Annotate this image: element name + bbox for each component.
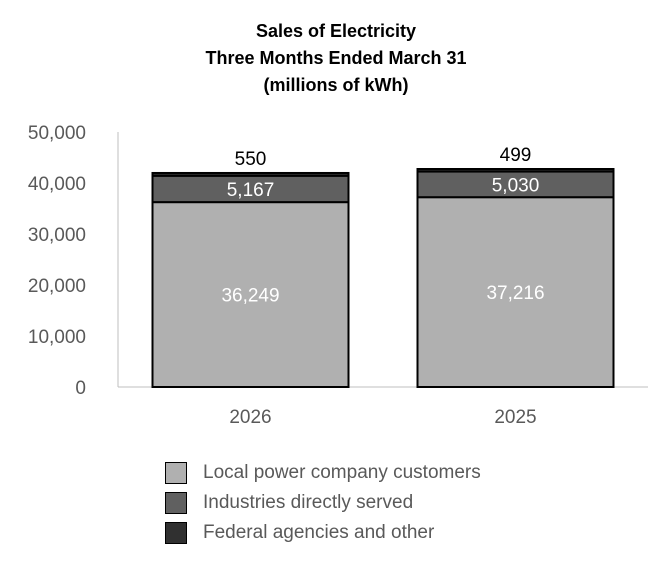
chart-title-line-2: Three Months Ended March 31 — [205, 48, 467, 68]
bars — [151, 168, 615, 388]
legend-swatch-local-power — [165, 462, 187, 484]
y-tick-label: 20,000 — [28, 276, 86, 297]
data-label: 36,249 — [221, 286, 279, 307]
legend-item-federal: Federal agencies and other — [165, 518, 481, 548]
y-tick-label: 10,000 — [28, 327, 86, 348]
y-tick-label: 0 — [75, 378, 86, 399]
legend-swatch-industries — [165, 492, 187, 514]
chart-title-line-3: (millions of kWh) — [263, 75, 409, 95]
x-tick-label: 2026 — [229, 407, 271, 428]
y-tick-label: 50,000 — [28, 123, 86, 144]
legend-label-federal: Federal agencies and other — [203, 522, 435, 543]
y-tick-label: 30,000 — [28, 225, 86, 246]
legend-label-local-power: Local power company customers — [203, 462, 481, 483]
x-tick-label: 2025 — [494, 407, 536, 428]
legend-item-local-power: Local power company customers — [165, 458, 481, 488]
legend-swatch-federal — [165, 522, 187, 544]
legend: Local power company customers Industries… — [165, 458, 481, 548]
bar-segment — [151, 171, 350, 177]
bar-segment — [416, 170, 615, 199]
chart-title-line-1: Sales of Electricity — [255, 21, 417, 41]
y-tick-label: 40,000 — [28, 174, 86, 195]
bar-segment — [416, 196, 615, 388]
labels: 36,249 5,167 550 2026 37,216 5,030 499 2025 — [221, 145, 544, 428]
data-label: 550 — [235, 149, 267, 170]
data-label: 5,167 — [227, 180, 275, 201]
axes: 0 10,000 20,000 30,000 40,000 50,000 — [28, 123, 648, 399]
legend-label-industries: Industries directly served — [203, 492, 414, 513]
bar-segment — [151, 201, 350, 388]
legend-item-industries: Industries directly served — [165, 488, 481, 518]
data-label: 499 — [500, 145, 532, 166]
data-label: 5,030 — [492, 175, 540, 196]
data-label: 37,216 — [486, 283, 544, 304]
bar-segment — [151, 174, 350, 204]
stacked-bar-chart: 0 10,000 20,000 30,000 40,000 50,000 36,249 5,… — [28, 123, 648, 428]
bar-segment — [416, 168, 615, 173]
